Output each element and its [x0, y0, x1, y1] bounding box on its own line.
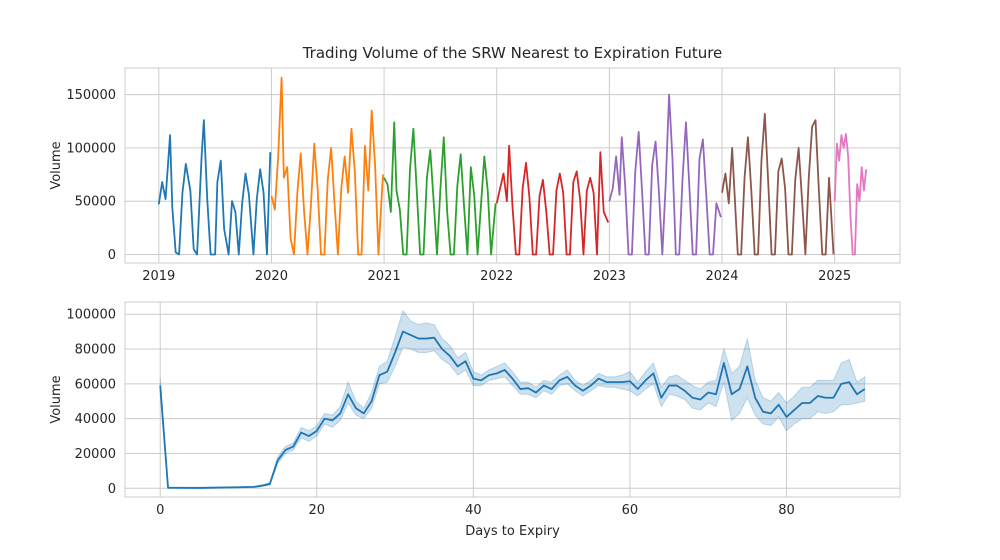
y-tick-label: 50000	[75, 195, 116, 210]
x-tick-label: 2025	[818, 269, 851, 284]
x-tick-label: 40	[465, 503, 482, 518]
chart-title: Trading Volume of the SRW Nearest to Exp…	[302, 44, 723, 62]
y-tick-label: 60000	[75, 377, 116, 392]
y-tick-label: 100000	[66, 141, 116, 156]
chart-volume-by-days-to-expiry: 0 20 40 60 80 0 20000 40000 60000 80000 100000 Vo…	[49, 301, 901, 539]
chart-volume-by-date: Trading Volume of the SRW Nearest to Exp…	[49, 44, 901, 284]
y-tick-labels: 0 20000 40000 60000 80000 100000	[66, 308, 116, 497]
y-tick-label: 40000	[75, 412, 116, 427]
x-tick-labels: 0 20 40 60 80	[156, 503, 795, 518]
x-tick-label: 2020	[255, 269, 288, 284]
x-tick-label: 2023	[593, 269, 626, 284]
y-tick-label: 80000	[75, 343, 116, 358]
y-axis-label: Volume	[49, 141, 64, 189]
y-tick-label: 150000	[66, 88, 116, 103]
x-tick-label: 0	[156, 503, 164, 518]
series-line-6	[721, 112, 835, 256]
series-line-7	[833, 133, 868, 256]
y-tick-label: 20000	[75, 447, 116, 462]
x-tick-label: 80	[778, 503, 795, 518]
y-tick-labels: 0 50000 100000 150000	[66, 88, 116, 263]
series-line-2	[270, 76, 384, 256]
x-tick-label: 20	[309, 503, 326, 518]
series-group	[157, 76, 868, 256]
y-axis-label: Volume	[49, 375, 64, 423]
x-tick-label: 2021	[368, 269, 401, 284]
series-line-5	[608, 93, 722, 256]
series-line-1	[157, 119, 272, 256]
confidence-band	[159, 309, 866, 489]
grid	[125, 302, 900, 497]
x-tick-label: 60	[622, 503, 639, 518]
y-tick-label: 0	[108, 248, 116, 263]
y-tick-label: 0	[108, 482, 116, 497]
x-tick-label: 2022	[480, 269, 513, 284]
plot-frame	[124, 301, 901, 498]
x-tick-labels: 2019 2020 2021 2022 2023 2024 2025	[142, 269, 851, 284]
series-line-4	[495, 144, 610, 256]
series-line-3	[383, 121, 497, 256]
plot-frame	[124, 67, 901, 264]
y-tick-label: 100000	[66, 308, 116, 323]
x-tick-label: 2024	[705, 269, 738, 284]
series-line-1	[159, 330, 866, 489]
x-axis-label: Days to Expiry	[465, 524, 560, 539]
series-group	[159, 309, 866, 489]
x-tick-label: 2019	[142, 269, 175, 284]
